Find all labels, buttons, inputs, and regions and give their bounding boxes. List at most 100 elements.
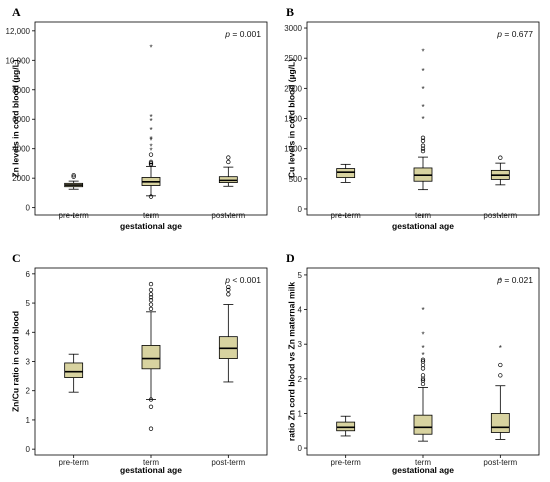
- outlier-point: [148, 287, 154, 293]
- outlier-point: [148, 161, 154, 166]
- y-axis-label: ratio Zn cord blood vs Zn maternal milk: [286, 282, 296, 441]
- y-axis-label: Zn levels in cord blood (µg/L): [10, 59, 20, 177]
- extreme-point: *: [421, 344, 424, 353]
- extreme-point: *: [149, 44, 152, 53]
- outlier-point: [148, 302, 154, 307]
- y-tick-label: 2000: [12, 174, 30, 183]
- p-symbol: p: [496, 29, 502, 39]
- y-tick-label: 4: [26, 328, 31, 337]
- outlier-point: [420, 373, 426, 378]
- extreme-point: *: [421, 85, 424, 94]
- p-value-annotation: p = 0.677: [496, 29, 533, 39]
- y-tick-label: 5: [298, 271, 303, 280]
- box-iqr: [336, 421, 356, 432]
- extreme-point: *: [421, 67, 424, 76]
- p-symbol: p: [224, 275, 230, 285]
- extreme-point: *: [149, 113, 152, 122]
- y-tick-label: 2: [298, 375, 303, 384]
- chart-panel-c: C 0 1 2 3 4 5 6 Zn/Cu ratio in cord blood pre-ter…: [10, 251, 268, 475]
- p-symbol: p: [496, 275, 502, 285]
- p-value-text: = 0.677: [502, 29, 533, 39]
- y-tick-label: 3000: [284, 24, 302, 33]
- x-tick-label: post-term: [211, 458, 245, 467]
- chart-panel-a: A 0 2000 4000 6000 8000 10,000 12,000 Zn levels …: [6, 5, 268, 231]
- extreme-point: *: [149, 142, 152, 151]
- box-iqr: [413, 414, 433, 435]
- outlier-point: [498, 373, 503, 378]
- outlier-point: [420, 148, 426, 154]
- y-axis-label: Zn/Cu ratio in cord blood: [10, 311, 20, 412]
- outlier-point: [148, 292, 154, 297]
- y-tick-label: 3: [298, 340, 303, 349]
- y-tick-label: 1000: [284, 145, 302, 154]
- outlier-point: [420, 135, 426, 140]
- extreme-point: *: [421, 115, 424, 124]
- y-tick-label: 5: [26, 299, 31, 308]
- y-tick-label: 1500: [284, 115, 302, 124]
- outlier-point: [226, 284, 231, 290]
- panel-letter: C: [12, 251, 21, 265]
- outlier-point: [226, 287, 231, 293]
- chart-panel-b: B 0 500 1000 1500 2000 2500 3000 Cu levels in co…: [284, 5, 540, 231]
- x-axis-label: gestational age: [120, 465, 182, 475]
- outlier-point: [148, 404, 154, 409]
- outlier-point: [148, 306, 154, 312]
- outlier-point: [148, 295, 154, 300]
- outlier-point: [420, 138, 426, 143]
- y-tick-label: 500: [289, 175, 303, 184]
- outlier-point: [71, 173, 76, 178]
- x-tick-label: term: [143, 458, 159, 467]
- y-tick-label: 3: [26, 358, 31, 367]
- box-iqr: [490, 413, 510, 433]
- outlier-point: [148, 397, 154, 402]
- p-value-text: = 0.001: [230, 29, 261, 39]
- p-value-annotation: p = 0.001: [224, 29, 261, 39]
- y-tick-label: 4: [298, 306, 303, 315]
- extreme-point: *: [499, 344, 502, 353]
- extreme-point: *: [499, 277, 502, 286]
- outlier-point: [71, 174, 76, 179]
- extreme-point: *: [421, 330, 424, 339]
- outlier-point: [148, 297, 154, 303]
- y-tick-label: 2000: [284, 84, 302, 93]
- y-tick-label: 12,000: [6, 27, 31, 36]
- x-tick-label: pre-term: [59, 458, 90, 467]
- outlier-point: [498, 155, 503, 160]
- outlier-point: [420, 143, 426, 148]
- panel-letter: D: [286, 251, 295, 265]
- y-tick-label: 2500: [284, 54, 302, 63]
- x-tick-label: post-term: [483, 458, 517, 467]
- y-tick-label: 1: [26, 416, 31, 425]
- outlier-point: [148, 159, 154, 165]
- x-axis-label: gestational age: [392, 221, 454, 231]
- y-tick-label: 0: [26, 445, 31, 454]
- outlier-point: [420, 359, 426, 364]
- panel-letter: A: [12, 5, 21, 19]
- p-value-annotation: p = 0.021: [496, 275, 533, 285]
- extreme-point: *: [421, 103, 424, 112]
- outlier-point: [148, 426, 154, 431]
- p-value-text: = 0.021: [502, 275, 533, 285]
- y-tick-label: 0: [26, 204, 31, 213]
- extreme-point: *: [149, 147, 152, 156]
- extreme-point: *: [149, 135, 152, 144]
- extreme-point: *: [421, 351, 424, 360]
- outlier-point: [148, 281, 154, 287]
- y-tick-label: 4000: [12, 145, 30, 154]
- x-axis-label: gestational age: [392, 465, 454, 475]
- outlier-point: [420, 378, 426, 383]
- y-tick-label: 8000: [12, 86, 30, 95]
- outlier-point: [420, 146, 426, 151]
- y-tick-label: 2: [26, 387, 31, 396]
- box-iqr: [141, 345, 161, 370]
- extreme-point: *: [149, 126, 152, 135]
- y-tick-label: 6000: [12, 115, 30, 124]
- y-tick-label: 10,000: [6, 56, 31, 65]
- x-tick-label: pre-term: [331, 458, 362, 467]
- x-axis-label: gestational age: [120, 221, 182, 231]
- extreme-point: *: [421, 306, 424, 315]
- p-value-text: < 0.001: [230, 275, 261, 285]
- extreme-point: *: [149, 117, 152, 126]
- extreme-point: *: [421, 47, 424, 56]
